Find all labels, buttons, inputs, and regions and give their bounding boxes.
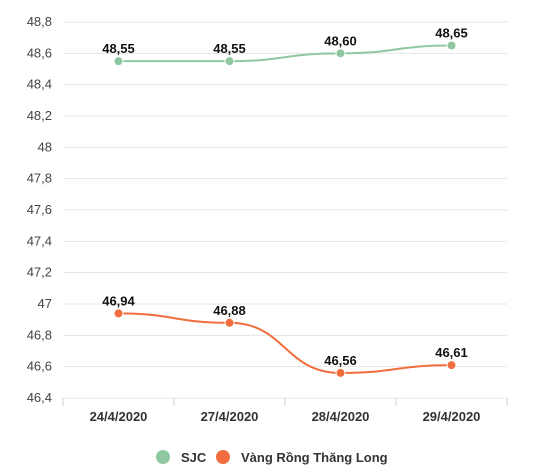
x-tick-label: 27/4/2020: [201, 409, 259, 424]
data-label: 46,94: [102, 293, 135, 308]
data-label: 48,60: [324, 33, 357, 48]
y-tick-label: 48,4: [27, 77, 52, 92]
data-label: 48,55: [102, 41, 135, 56]
data-label: 46,88: [213, 303, 246, 318]
series-line: [118, 44, 452, 63]
data-label: 46,61: [435, 345, 468, 360]
data-point: [113, 56, 124, 67]
legend-label: SJC: [181, 450, 207, 465]
series-0: 48,55 48,55 48,60 48,65: [102, 26, 468, 67]
series-lines: 48,55 48,55 48,60 48,65 46,94 46,88 46,56 46,61: [102, 26, 468, 378]
data-point: [113, 308, 124, 319]
x-axis-labels: 24/4/2020 27/4/2020 28/4/2020 29/4/2020: [90, 409, 481, 424]
y-tick-label: 47: [38, 296, 52, 311]
legend-label: Vàng Rồng Thăng Long: [241, 450, 388, 465]
data-point: [224, 317, 235, 328]
y-axis-ticks: 46,4 46,6 46,8 47 47,2 47,4 47,6 47,8 48 48,2 48,4…: [27, 14, 52, 405]
y-tick-label: 47,6: [27, 202, 52, 217]
y-tick-label: 48: [38, 139, 52, 154]
y-tick-label: 47,8: [27, 171, 52, 186]
legend-item[interactable]: SJC: [156, 450, 207, 465]
legend-marker: [216, 450, 230, 464]
data-label: 46,56: [324, 353, 357, 368]
y-tick-label: 47,4: [27, 233, 52, 248]
data-point: [224, 56, 235, 67]
data-label: 48,55: [213, 41, 246, 56]
y-tick-label: 46,4: [27, 390, 52, 405]
legend-marker: [156, 450, 170, 464]
data-point: [446, 40, 457, 51]
x-tick-label: 29/4/2020: [423, 409, 481, 424]
legend-item[interactable]: Vàng Rồng Thăng Long: [216, 450, 388, 465]
series-1: 46,94 46,88 46,56 46,61: [102, 293, 468, 378]
x-tick-label: 28/4/2020: [312, 409, 370, 424]
y-tick-label: 46,8: [27, 327, 52, 342]
legend[interactable]: SJC Vàng Rồng Thăng Long: [156, 450, 388, 465]
series-line: [118, 312, 452, 374]
y-tick-label: 48,6: [27, 45, 52, 60]
x-tick-label: 24/4/2020: [90, 409, 148, 424]
y-tick-label: 47,2: [27, 265, 52, 280]
grid-lines: [63, 21, 507, 399]
data-point: [335, 367, 346, 378]
y-tick-label: 46,6: [27, 359, 52, 374]
data-label: 48,65: [435, 26, 468, 41]
y-tick-label: 48,8: [27, 14, 52, 29]
data-point: [446, 360, 457, 371]
data-point: [335, 48, 346, 59]
x-axis-tick-marks: [62, 398, 508, 406]
y-tick-label: 48,2: [27, 108, 52, 123]
